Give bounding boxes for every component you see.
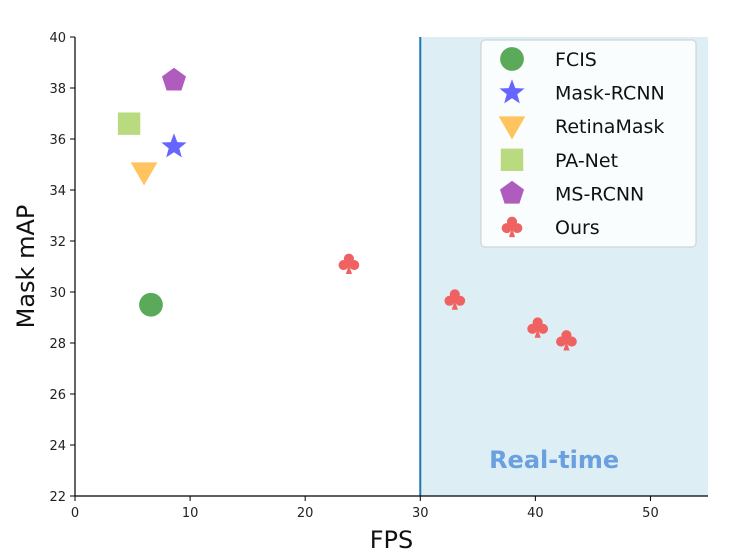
point-mask-rcnn	[161, 133, 187, 158]
legend-marker	[500, 148, 524, 171]
point-fcis	[139, 292, 163, 317]
point-retinamask	[130, 162, 158, 186]
legend-marker	[500, 47, 524, 71]
x-tick-label: 10	[182, 506, 199, 521]
y-tick-label: 22	[49, 490, 66, 505]
y-tick-label: 40	[49, 31, 66, 46]
legend-label: FCIS	[555, 49, 597, 71]
data-points	[117, 67, 577, 351]
x-tick-label: 40	[527, 506, 544, 521]
y-tick-label: 32	[49, 235, 66, 250]
x-tick-label: 50	[642, 506, 659, 521]
legend-marker	[500, 180, 524, 204]
legend-marker	[498, 116, 526, 140]
y-axis-title: Mask mAP	[12, 205, 40, 329]
point-ours	[444, 289, 466, 310]
x-axis-title: FPS	[370, 526, 414, 554]
realtime-label: Real-time	[489, 446, 619, 474]
point-pa-net	[117, 112, 141, 135]
y-tick-label: 36	[49, 133, 66, 148]
legend-box	[480, 39, 697, 248]
legend-label: Mask-RCNN	[555, 83, 665, 105]
legend-marker	[499, 79, 525, 104]
legend-marker	[501, 216, 523, 238]
legend: FCIS Mask-RCNN RetinaMask PA-Net MS-RCNN Ours	[480, 39, 697, 248]
y-tick-label: 34	[49, 184, 66, 199]
y-tick-label: 38	[49, 82, 66, 97]
point-ms-rcnn	[162, 67, 186, 91]
y-tick-label: 28	[49, 337, 66, 352]
axes: 0 10 20 30 40 50 22 24 26 28 30 32 34 36 38 40	[49, 31, 708, 521]
legend-label: Ours	[555, 217, 600, 239]
x-tick-label: 30	[412, 506, 429, 521]
x-tick-label: 0	[71, 506, 79, 521]
y-tick-label: 30	[49, 286, 66, 301]
point-ours	[527, 317, 549, 338]
legend-label: MS-RCNN	[555, 183, 644, 205]
point-ours	[338, 253, 360, 275]
legend-label: PA-Net	[555, 150, 618, 172]
legend-label: RetinaMask	[555, 116, 664, 138]
y-tick-label: 24	[49, 439, 66, 454]
y-tick-label: 26	[49, 388, 66, 403]
point-ours	[556, 330, 577, 351]
x-tick-label: 20	[297, 506, 314, 521]
